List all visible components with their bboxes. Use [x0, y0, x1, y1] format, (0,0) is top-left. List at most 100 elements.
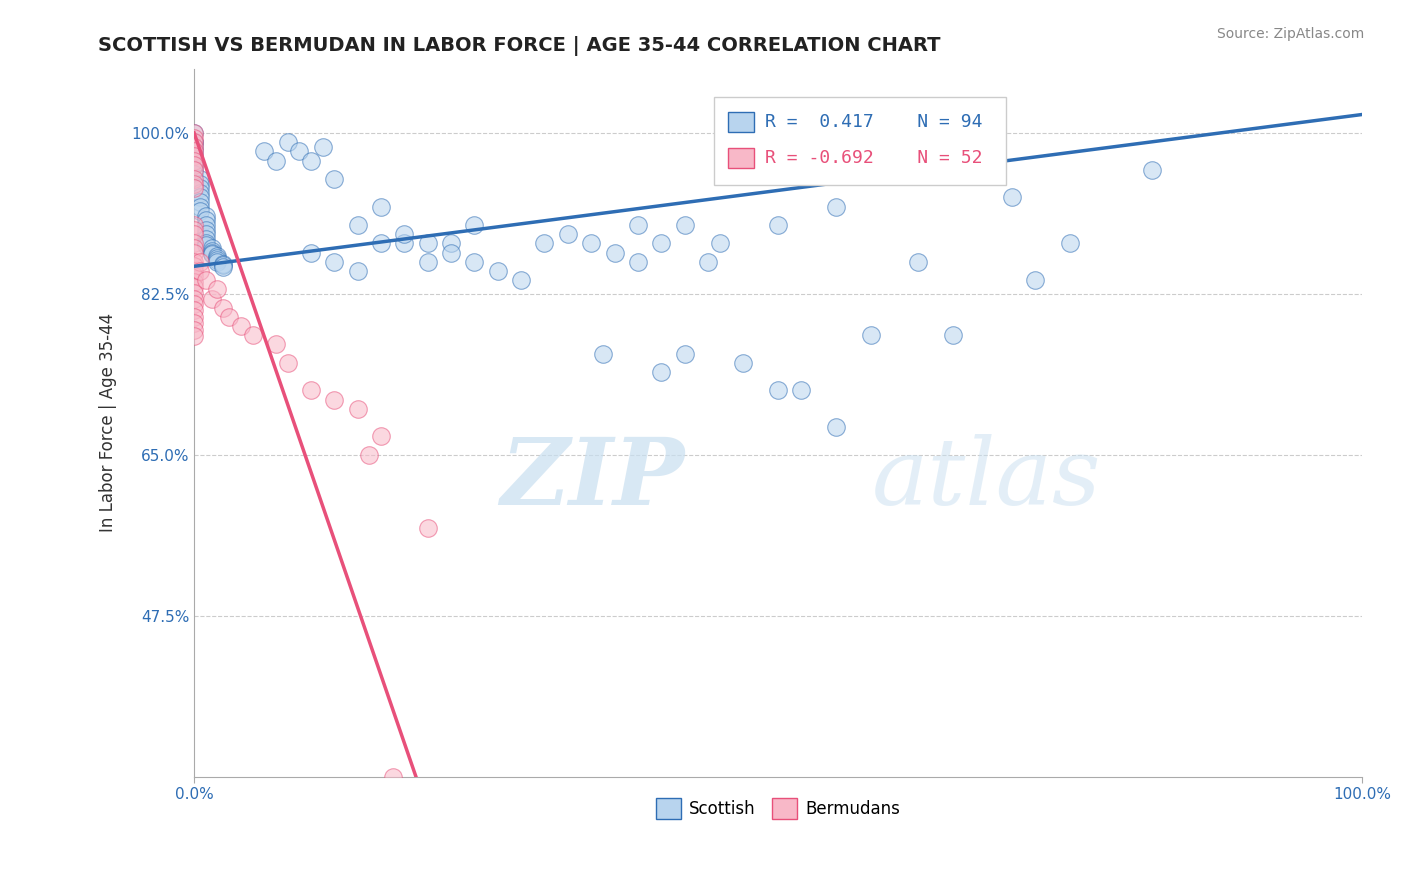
Point: [194, 209, 217, 223]
Point: [299, 245, 322, 260]
Point: [323, 254, 346, 268]
Point: [650, 236, 672, 251]
Point: [183, 145, 205, 159]
Point: [673, 218, 696, 232]
Point: [533, 236, 555, 251]
Point: [183, 245, 205, 260]
Point: [201, 247, 224, 261]
Point: [183, 167, 205, 181]
Point: [183, 135, 205, 149]
Point: [207, 251, 229, 265]
Point: [207, 252, 229, 267]
Point: [183, 236, 205, 251]
Point: [183, 139, 205, 153]
Point: [194, 238, 217, 252]
Point: [1140, 162, 1163, 177]
Point: [183, 310, 205, 324]
Point: [188, 200, 211, 214]
Point: [212, 301, 235, 315]
Point: [264, 337, 287, 351]
Point: [907, 254, 929, 268]
Point: [942, 328, 965, 343]
Point: [183, 292, 205, 306]
Point: [201, 244, 224, 258]
Point: [650, 365, 672, 379]
Point: [201, 292, 224, 306]
Point: [183, 139, 205, 153]
Point: [183, 153, 205, 168]
Point: [201, 241, 224, 255]
Point: [627, 218, 650, 232]
Point: [697, 254, 720, 268]
Point: [183, 329, 205, 343]
Point: [194, 232, 217, 246]
Point: [359, 448, 381, 462]
Point: [183, 297, 205, 311]
Point: [440, 236, 463, 251]
Point: [183, 153, 205, 168]
Point: [825, 420, 848, 434]
Point: [183, 323, 205, 337]
Point: [212, 256, 235, 270]
Point: [183, 264, 205, 278]
Point: [188, 172, 211, 186]
Point: [394, 236, 416, 251]
Point: [218, 310, 240, 324]
Point: [323, 172, 346, 186]
Point: [299, 153, 322, 168]
Point: [825, 200, 848, 214]
Point: [207, 249, 229, 263]
Point: [201, 245, 224, 260]
Bar: [728, 112, 754, 132]
Point: [194, 273, 217, 287]
Point: [183, 145, 205, 159]
Point: [188, 190, 211, 204]
Point: [416, 236, 439, 251]
Point: [183, 302, 205, 317]
Point: [370, 200, 392, 214]
Point: [277, 356, 299, 370]
Point: [183, 280, 205, 294]
Point: [194, 227, 217, 241]
Point: [194, 236, 217, 251]
Point: [731, 356, 754, 370]
Point: [183, 275, 205, 289]
Point: [183, 222, 205, 236]
Point: [264, 153, 287, 168]
Point: [194, 213, 217, 227]
Point: [627, 254, 650, 268]
Point: [188, 194, 211, 209]
Point: [183, 172, 205, 186]
Point: [1001, 190, 1024, 204]
Point: [183, 181, 205, 195]
Point: [207, 254, 229, 268]
Point: [183, 316, 205, 330]
Point: [188, 181, 211, 195]
Point: [1024, 273, 1046, 287]
Point: [183, 149, 205, 163]
Y-axis label: In Labor Force | Age 35-44: In Labor Force | Age 35-44: [100, 313, 117, 533]
Point: [766, 384, 789, 398]
Point: [346, 264, 368, 278]
Point: [183, 254, 205, 268]
Point: [183, 126, 205, 140]
Point: [188, 204, 211, 219]
Point: [463, 254, 485, 268]
Point: [1059, 236, 1081, 251]
Text: atlas: atlas: [872, 434, 1101, 524]
Point: [346, 401, 368, 416]
Point: [440, 245, 463, 260]
Point: [188, 254, 211, 268]
Point: [183, 135, 205, 149]
Point: [394, 227, 416, 241]
Point: [311, 139, 333, 153]
Point: [557, 227, 579, 241]
Point: [183, 162, 205, 177]
Text: R =  0.417    N = 94: R = 0.417 N = 94: [765, 113, 983, 131]
Point: [229, 319, 252, 334]
Point: [346, 218, 368, 232]
Point: [288, 145, 311, 159]
Point: [183, 269, 205, 284]
Point: [183, 177, 205, 191]
Point: [416, 254, 439, 268]
